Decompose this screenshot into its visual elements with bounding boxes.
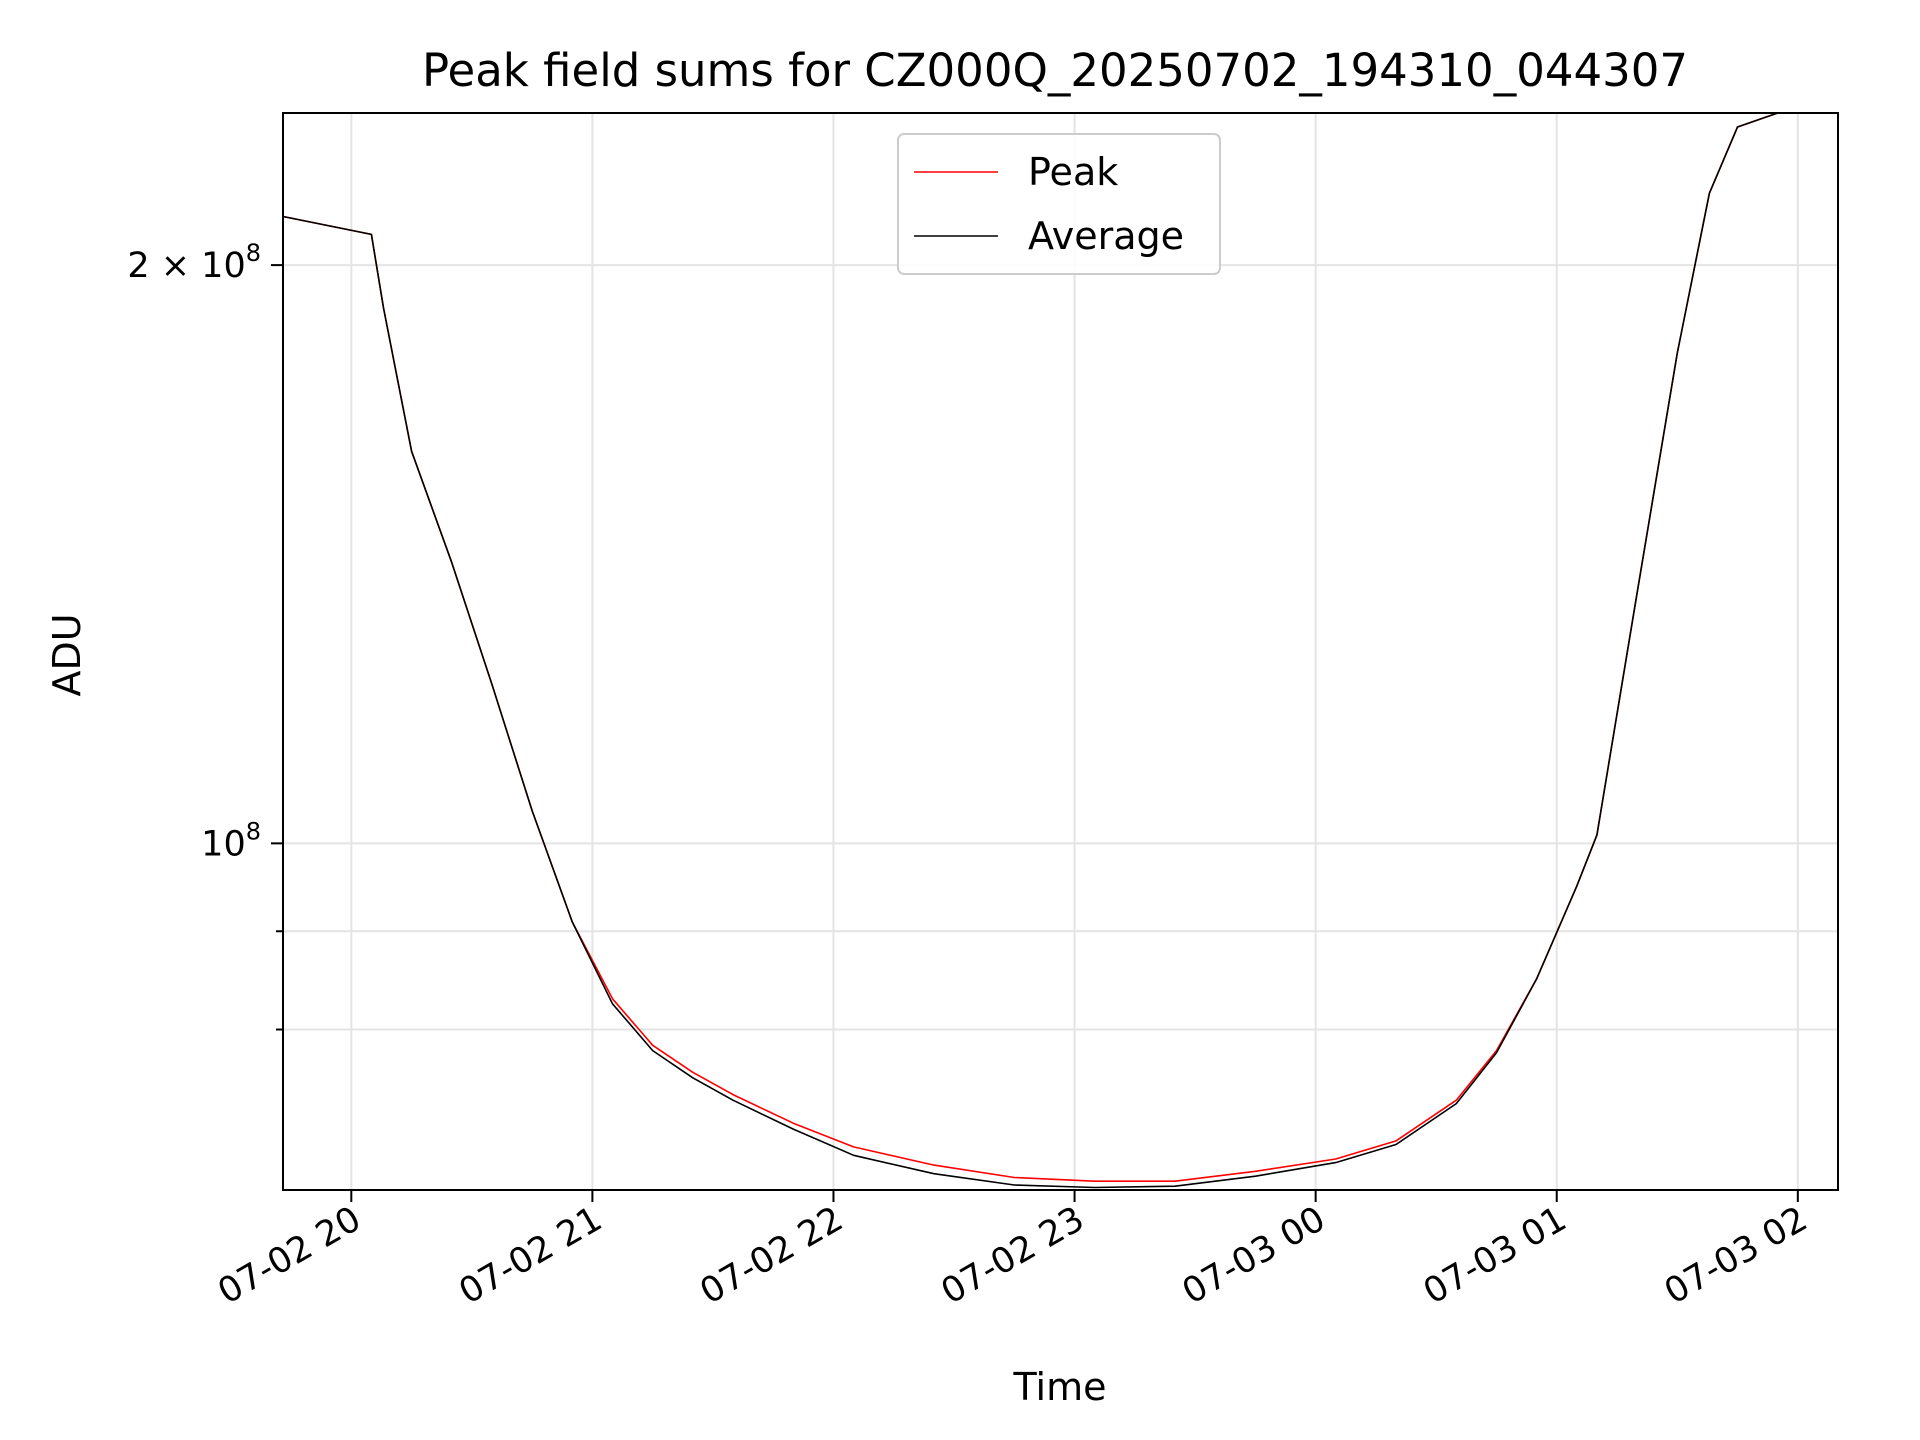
y-tick-label: 108 (201, 817, 261, 864)
legend-box (897, 133, 1221, 275)
y-axis: 108 2 × 108 (127, 239, 283, 1031)
legend: Peak Average (897, 133, 1221, 275)
series-line-average (282, 112, 1798, 1189)
x-axis-label: Time (1013, 1365, 1107, 1409)
legend-label-peak: Peak (1028, 150, 1118, 194)
y-tick-label: 2 × 108 (127, 239, 261, 286)
series-layer (282, 112, 1798, 1189)
y-axis-label: ADU (45, 613, 89, 696)
legend-label-average: Average (1028, 214, 1184, 258)
plot-frame (282, 112, 1839, 1191)
grid-lines (283, 113, 1838, 1190)
chart-title: Peak field sums for CZ000Q_20250702_1943… (422, 44, 1688, 97)
